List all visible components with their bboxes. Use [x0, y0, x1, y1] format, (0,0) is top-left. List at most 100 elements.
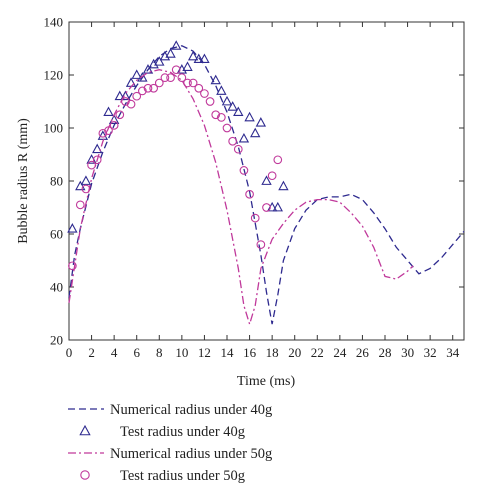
data-point-circle	[250, 213, 260, 223]
data-point-circle	[81, 184, 91, 194]
data-point-triangle	[221, 95, 233, 106]
data-point-circle	[154, 78, 164, 88]
data-point-triangle	[250, 127, 261, 138]
data-point-triangle	[227, 101, 238, 111]
x-tick-label: 22	[311, 345, 324, 360]
data-point-circle	[87, 160, 96, 170]
data-point-triangle	[92, 143, 103, 154]
data-point-circle	[121, 97, 130, 106]
x-tick-label: 0	[66, 345, 73, 360]
data-point-circle	[115, 110, 125, 120]
x-tick-label: 30	[401, 345, 414, 360]
data-point-circle	[262, 203, 271, 212]
series-1	[68, 45, 465, 325]
legend-item-1: Numerical radius under 40g	[68, 402, 272, 418]
x-tick-label: 4	[111, 345, 118, 360]
legend-circle-swatch	[80, 470, 90, 480]
x-tick-label: 32	[424, 345, 437, 360]
x-tick-label: 24	[333, 345, 347, 360]
data-point-circle	[256, 240, 266, 249]
series-4	[68, 65, 283, 271]
legend-item-4: Test radius under 50g	[80, 468, 245, 484]
data-point-circle	[233, 144, 243, 154]
data-point-circle	[132, 91, 142, 101]
y-tick-label: 20	[50, 333, 63, 348]
x-tick-label: 28	[379, 345, 392, 360]
x-tick-label: 12	[198, 345, 211, 360]
data-point-circle	[211, 110, 221, 120]
data-point-triangle	[142, 64, 154, 74]
data-point-triangle	[193, 53, 204, 64]
data-point-circle	[245, 189, 254, 199]
data-point-triangle	[199, 53, 210, 64]
x-tick-label: 34	[446, 345, 460, 360]
data-point-triangle	[216, 85, 227, 95]
x-axis-title: Time (ms)	[237, 374, 296, 389]
x-tick-label: 18	[266, 345, 279, 360]
data-point-circle	[273, 155, 283, 165]
data-point-circle	[138, 86, 147, 96]
data-point-triangle	[120, 90, 131, 101]
data-point-circle	[222, 123, 232, 133]
y-tick-label: 140	[44, 15, 64, 30]
data-point-triangle	[244, 111, 255, 122]
data-point-triangle	[154, 56, 165, 66]
data-point-circle	[166, 73, 175, 82]
legend-label: Test radius under 40g	[120, 424, 245, 440]
legend-item-3: Numerical radius under 50g	[68, 446, 272, 462]
data-point-triangle	[272, 201, 283, 212]
data-point-triangle	[261, 175, 272, 185]
legend-label: Test radius under 50g	[120, 468, 245, 484]
data-point-circle	[98, 128, 108, 138]
series-2	[67, 40, 289, 233]
data-point-triangle	[131, 69, 142, 79]
data-point-circle	[205, 97, 215, 106]
data-point-circle	[92, 155, 102, 165]
data-point-circle	[239, 166, 249, 175]
data-point-triangle	[187, 50, 199, 61]
y-tick-label: 40	[50, 280, 63, 295]
data-point-triangle	[80, 175, 92, 185]
y-axis-title: Bubble radius R (mm)	[16, 118, 31, 244]
legend-label: Numerical radius under 50g	[110, 446, 272, 462]
data-point-triangle	[125, 77, 137, 87]
x-tick-label: 14	[221, 345, 235, 360]
data-point-triangle	[67, 223, 78, 233]
legend-item-2: Test radius under 40g	[79, 424, 245, 440]
legend-triangle-swatch	[79, 424, 91, 436]
data-point-triangle	[108, 114, 120, 124]
data-point-triangle	[233, 106, 244, 117]
x-axis-ticks: 0 2 4 6 8 10 12 14 16 18 20 22 24 26 28 30 32 34	[66, 22, 460, 360]
data-point-circle	[194, 83, 204, 93]
x-tick-label: 20	[288, 345, 301, 360]
data-point-circle	[68, 261, 77, 271]
data-point-circle	[126, 99, 136, 109]
data-point-circle	[160, 73, 170, 82]
y-tick-label: 80	[50, 174, 63, 189]
data-point-circle	[171, 65, 181, 75]
data-point-circle	[104, 126, 113, 135]
data-point-triangle	[255, 117, 267, 127]
y-tick-label: 120	[44, 68, 64, 83]
x-tick-label: 26	[356, 345, 370, 360]
legend: Numerical radius under 40g Test radius un…	[68, 402, 272, 484]
y-axis-ticks: 20 40 60 80 100 120 140	[44, 15, 464, 348]
series-layer	[67, 40, 465, 327]
data-point-triangle	[114, 90, 125, 101]
data-point-circle	[183, 78, 192, 88]
data-point-triangle	[103, 106, 114, 117]
data-point-circle	[200, 89, 209, 98]
data-point-triangle	[210, 74, 221, 85]
data-point-circle	[177, 73, 187, 82]
x-tick-label: 2	[88, 345, 95, 360]
x-tick-label: 16	[243, 345, 257, 360]
y-tick-label: 60	[50, 227, 63, 242]
data-point-circle	[149, 83, 158, 93]
data-point-triangle	[171, 40, 182, 50]
series-3	[68, 69, 414, 327]
data-point-circle	[228, 136, 237, 146]
data-point-triangle	[182, 61, 193, 71]
series-line	[68, 45, 465, 325]
data-point-circle	[217, 113, 226, 122]
data-point-circle	[267, 171, 277, 181]
